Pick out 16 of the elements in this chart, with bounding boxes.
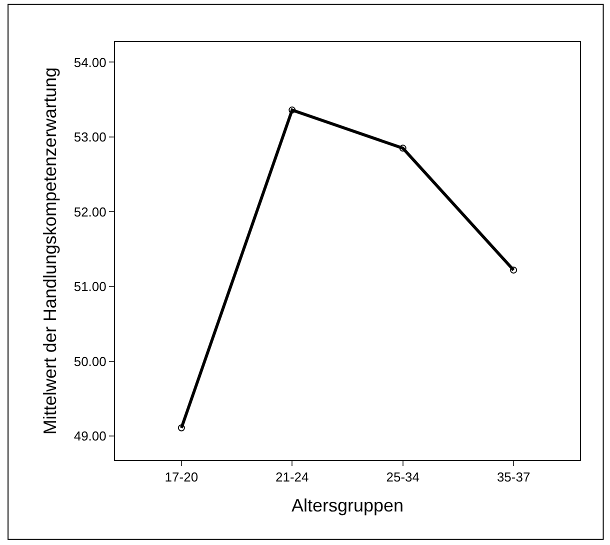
y-tick-label: 54.00: [74, 54, 106, 70]
y-tick-label: 53.00: [74, 130, 106, 145]
y-tick-label: 49.00: [74, 428, 106, 444]
y-tick-label: 52.00: [74, 204, 106, 220]
y-axis-title: Mittelwert der Handlungskompetenzerwartung: [40, 67, 60, 435]
point: [288, 106, 296, 114]
x-axis-title: Altersgruppen: [291, 496, 404, 516]
y-tick-label: 51.00: [74, 279, 106, 294]
point: [399, 144, 406, 152]
x-tick-label: 17-20: [164, 470, 198, 485]
y-tick-label: 50.00: [74, 354, 106, 369]
x-tick-label: 35-37: [496, 470, 530, 485]
x-tick-label: 21-24: [276, 470, 309, 485]
x-tick-label: 25-34: [386, 470, 420, 485]
point: [178, 424, 185, 432]
point: [510, 266, 518, 274]
